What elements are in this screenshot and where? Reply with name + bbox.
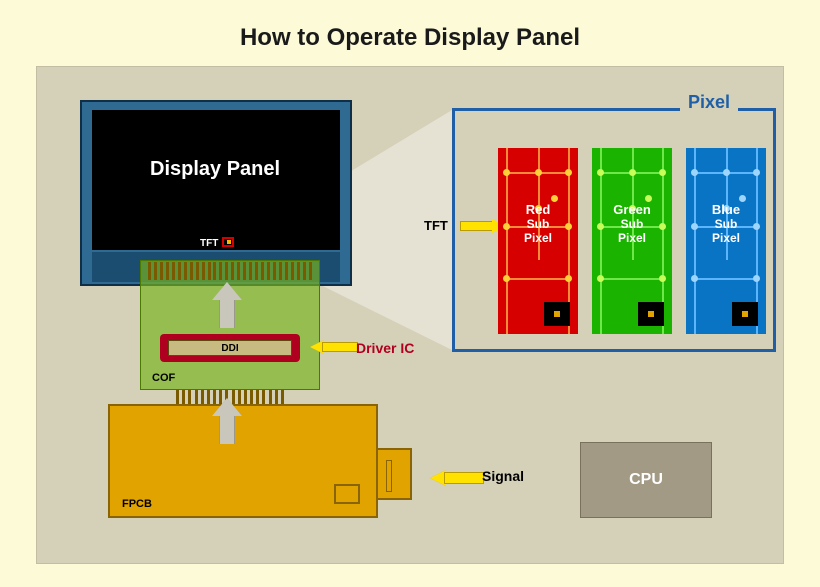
subpixel-green: Green Sub Pixel — [592, 148, 672, 334]
subpixel-color-label: Green — [592, 202, 672, 217]
cof-label: COF — [152, 372, 175, 384]
subpixel-color-label: Blue — [686, 202, 766, 217]
subpixel-pixel-label: Pixel — [592, 231, 672, 245]
tft-transistor-icon — [638, 302, 664, 326]
subpixel-sub-label: Sub — [686, 217, 766, 231]
driver-ic-label: Driver IC — [356, 340, 414, 356]
subpixel-sub-label: Sub — [498, 217, 578, 231]
fpcb-label: FPCB — [122, 498, 152, 510]
pixel-title: Pixel — [680, 92, 738, 113]
subpixel-sub-label: Sub — [592, 217, 672, 231]
subpixel-red: Red Sub Pixel — [498, 148, 578, 334]
tft-transistor-icon — [732, 302, 758, 326]
ddi-label: DDI — [221, 343, 238, 354]
subpixel-pixel-label: Pixel — [498, 231, 578, 245]
fpcb-tab — [378, 448, 412, 500]
tft-mark-label: TFT — [200, 238, 218, 249]
fpcb-slot — [386, 460, 392, 492]
ddi-chip: DDI — [168, 340, 292, 356]
cpu-block: CPU — [580, 442, 712, 518]
arrow-cof-to-panel — [212, 282, 242, 328]
arrow-fpcb-to-cof — [212, 398, 242, 444]
tft-callout-label: TFT — [424, 218, 448, 233]
cpu-label: CPU — [629, 471, 663, 489]
fpcb-small-rect — [334, 484, 360, 504]
signal-label: Signal — [482, 468, 524, 484]
cof-top-connector — [148, 262, 312, 280]
tft-transistor-icon — [544, 302, 570, 326]
subpixel-pixel-label: Pixel — [686, 231, 766, 245]
tft-mark — [222, 237, 234, 247]
subpixel-color-label: Red — [498, 202, 578, 217]
subpixel-blue: Blue Sub Pixel — [686, 148, 766, 334]
display-panel-label: Display Panel — [150, 158, 280, 181]
